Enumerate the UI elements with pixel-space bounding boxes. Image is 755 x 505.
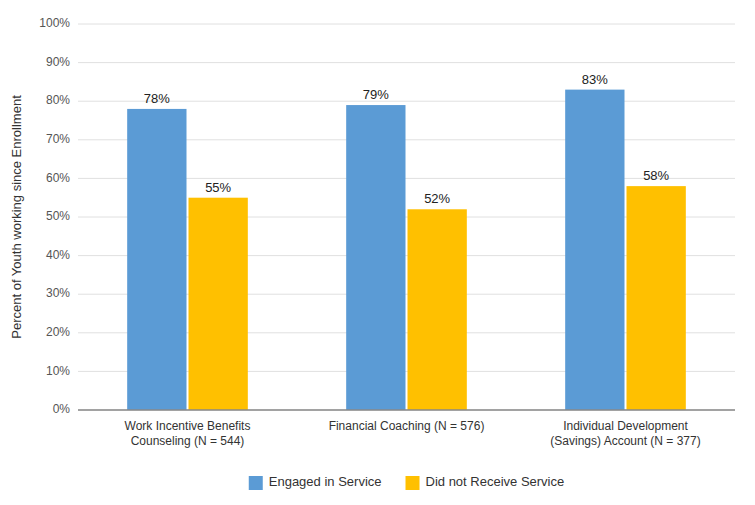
- grid: [78, 24, 735, 410]
- y-tick-label: 80%: [46, 93, 70, 107]
- x-tick-label-line: Individual Development: [563, 419, 688, 433]
- bar: [627, 186, 686, 410]
- x-tick-label: Financial Coaching (N = 576): [329, 419, 485, 433]
- y-tick-label: 90%: [46, 55, 70, 69]
- chart-container: 0% 10% 20% 30% 40% 50% 60% 70% 80% 90% 100% Percent…: [0, 0, 755, 505]
- legend-swatch: [249, 476, 263, 490]
- x-tick-label: Individual Development(Savings) Account …: [550, 419, 700, 448]
- bar: [565, 90, 624, 410]
- grid-line: [78, 410, 735, 411]
- bar: [408, 209, 467, 410]
- chart-svg: 0% 10% 20% 30% 40% 50% 60% 70% 80% 90% 100% Percent…: [0, 0, 755, 505]
- x-tick-label-line: Financial Coaching (N = 576): [329, 419, 485, 433]
- data-label: 52%: [424, 191, 450, 206]
- y-tick-label: 40%: [46, 248, 70, 262]
- y-tick-label: 50%: [46, 209, 70, 223]
- y-tick-label: 60%: [46, 171, 70, 185]
- data-label: 58%: [643, 168, 669, 183]
- y-tick-label: 70%: [46, 132, 70, 146]
- y-tick-label: 10%: [46, 364, 70, 378]
- x-tick-label-line: Work Incentive Benefits: [125, 419, 251, 433]
- x-tick-label-line: (Savings) Account (N = 377): [550, 434, 700, 448]
- y-tick-label: 30%: [46, 286, 70, 300]
- legend-item: Did not Receive Service: [406, 474, 565, 490]
- x-axis-line: [78, 409, 735, 411]
- y-tick-label: 100%: [39, 16, 70, 30]
- legend-swatch: [406, 476, 420, 490]
- grid-line: [78, 62, 735, 63]
- legend-item: Engaged in Service: [249, 474, 382, 490]
- bars: [127, 90, 686, 410]
- y-axis-label: Percent of Youth working since Enrollmen…: [9, 95, 24, 339]
- x-tick-label: Work Incentive BenefitsCounseling (N = 5…: [125, 419, 251, 448]
- data-labels: 78% 79% 83% 55% 52% 58%: [144, 72, 670, 207]
- data-label: 83%: [582, 72, 608, 87]
- legend: Engaged in Service Did not Receive Servic…: [249, 474, 564, 490]
- y-tick-label: 0%: [53, 402, 71, 416]
- y-tick-label: 20%: [46, 325, 70, 339]
- bar: [189, 198, 248, 410]
- data-label: 78%: [144, 91, 170, 106]
- bar: [346, 105, 405, 410]
- grid-line: [78, 24, 735, 25]
- x-tick-label-line: Counseling (N = 544): [131, 434, 245, 448]
- legend-label: Did not Receive Service: [426, 474, 565, 489]
- data-label: 55%: [205, 180, 231, 195]
- legend-label: Engaged in Service: [269, 474, 382, 489]
- bar: [127, 109, 186, 410]
- data-label: 79%: [363, 87, 389, 102]
- grid-line: [78, 101, 735, 102]
